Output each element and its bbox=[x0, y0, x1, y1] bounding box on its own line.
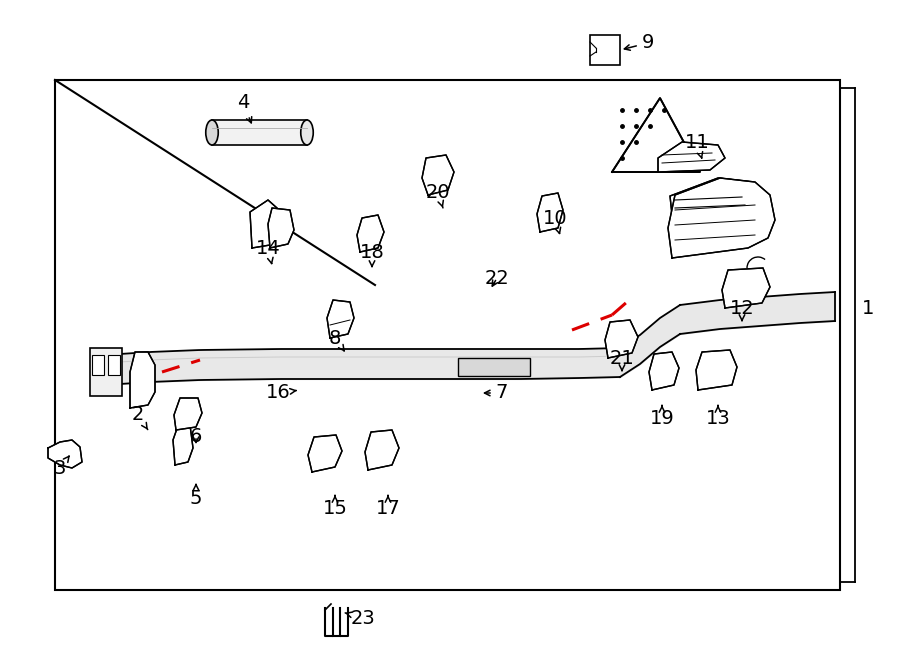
Polygon shape bbox=[173, 420, 193, 465]
Text: 20: 20 bbox=[426, 184, 450, 208]
Polygon shape bbox=[612, 98, 700, 172]
Text: 4: 4 bbox=[237, 93, 252, 123]
Polygon shape bbox=[174, 398, 202, 430]
Polygon shape bbox=[696, 350, 737, 390]
Polygon shape bbox=[605, 320, 638, 358]
Polygon shape bbox=[722, 268, 770, 308]
Polygon shape bbox=[649, 352, 679, 390]
Polygon shape bbox=[537, 193, 563, 232]
Text: 3: 3 bbox=[54, 456, 69, 477]
Polygon shape bbox=[668, 178, 775, 258]
Text: 14: 14 bbox=[256, 239, 281, 264]
Text: 1: 1 bbox=[862, 299, 875, 317]
Text: 2: 2 bbox=[131, 405, 148, 430]
Text: 7: 7 bbox=[484, 383, 508, 403]
Text: 12: 12 bbox=[730, 299, 754, 321]
Bar bbox=[590, 35, 620, 65]
Text: 15: 15 bbox=[322, 496, 347, 518]
Text: 23: 23 bbox=[345, 609, 375, 627]
Polygon shape bbox=[327, 300, 354, 338]
Polygon shape bbox=[268, 208, 294, 248]
Polygon shape bbox=[48, 440, 82, 468]
Polygon shape bbox=[357, 215, 384, 252]
Text: 5: 5 bbox=[190, 485, 203, 508]
Polygon shape bbox=[658, 142, 725, 172]
Text: 21: 21 bbox=[609, 348, 634, 371]
Text: 11: 11 bbox=[685, 134, 709, 158]
Text: 9: 9 bbox=[625, 34, 654, 52]
Bar bbox=[458, 358, 530, 376]
Polygon shape bbox=[250, 200, 277, 248]
Ellipse shape bbox=[301, 120, 313, 145]
Bar bbox=[55, 80, 840, 590]
Text: 19: 19 bbox=[650, 406, 674, 428]
Text: 13: 13 bbox=[706, 406, 731, 428]
Bar bbox=[90, 348, 122, 396]
Text: 10: 10 bbox=[543, 208, 567, 233]
Bar bbox=[92, 355, 104, 375]
Text: 18: 18 bbox=[360, 243, 384, 266]
Polygon shape bbox=[365, 430, 399, 470]
Text: 22: 22 bbox=[484, 268, 509, 288]
Text: 8: 8 bbox=[328, 329, 344, 351]
Bar bbox=[108, 355, 120, 375]
Text: 6: 6 bbox=[190, 426, 203, 446]
Ellipse shape bbox=[206, 120, 218, 145]
Text: 17: 17 bbox=[375, 496, 401, 518]
Polygon shape bbox=[670, 178, 758, 215]
Polygon shape bbox=[422, 155, 454, 195]
Polygon shape bbox=[308, 435, 342, 472]
Text: 16: 16 bbox=[266, 383, 296, 403]
Polygon shape bbox=[130, 352, 155, 408]
Bar bbox=[212, 120, 307, 145]
